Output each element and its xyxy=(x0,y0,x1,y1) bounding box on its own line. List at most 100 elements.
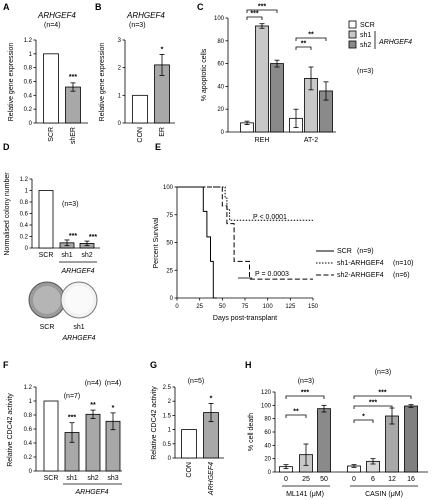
y-axis-label: Normalised colony number xyxy=(4,172,11,256)
x-category-label: sh1 xyxy=(61,252,72,259)
legend-swatch xyxy=(348,30,357,39)
significance-label: * xyxy=(112,405,115,412)
x-category-label: CON xyxy=(186,462,193,478)
significance-label: ** xyxy=(308,32,314,39)
y-tick-label: 1.5 xyxy=(163,413,172,419)
y-tick-label: 0.6 xyxy=(20,212,29,218)
survival-curve xyxy=(177,186,217,299)
bar xyxy=(255,25,269,133)
panel-letter-g: G xyxy=(150,360,157,370)
y-tick-label: 1 xyxy=(25,189,29,195)
photo-label: sh1 xyxy=(73,324,84,331)
significance-label: *** xyxy=(369,400,377,407)
significance-label: *** xyxy=(250,11,258,18)
bar xyxy=(38,190,54,249)
significance-label: ** xyxy=(301,41,307,48)
p-value-annotation: P = 0.0003 xyxy=(255,271,289,278)
significance-label: * xyxy=(210,395,213,402)
y-tick-label: 0.5 xyxy=(163,442,172,448)
significance-label: * xyxy=(362,414,365,421)
legend-entry: SCR xyxy=(337,248,352,255)
x-axis-label: Days post-transplant xyxy=(213,315,277,322)
y-axis-label: Percent Survival xyxy=(153,217,160,268)
y-tick-label: 40 xyxy=(264,443,271,449)
significance-label: ** xyxy=(90,402,96,409)
y-tick-label: 20 xyxy=(264,457,271,463)
chart-title: ARHGEF4 xyxy=(37,11,76,20)
significance-label: ** xyxy=(293,409,299,416)
significance-bracket xyxy=(246,16,263,20)
panel-letter-f: F xyxy=(3,360,9,370)
x-category-label: REH xyxy=(255,137,270,144)
sample-size-note: (n=4) xyxy=(85,380,102,387)
group-label: CASIN (μM) xyxy=(365,491,403,498)
sample-size-note: (n=3) xyxy=(129,22,146,29)
group-label: ML141 (μM) xyxy=(286,491,324,498)
legend-entry: sh1 xyxy=(360,32,371,39)
y-tick-label: 2.5 xyxy=(163,385,172,391)
x-category-label: sh3 xyxy=(107,475,118,482)
colony-plate-inner xyxy=(65,286,93,314)
x-category-label: 0 xyxy=(352,476,356,483)
y-axis-label: % apoptotic cells xyxy=(201,48,208,101)
photo-label: SCR xyxy=(40,324,55,331)
y-axis-label: Relative gene expression xyxy=(99,43,106,122)
significance-bracket xyxy=(285,395,325,399)
legend-sample-size: (n=9) xyxy=(357,248,374,255)
significance-bracket xyxy=(353,395,412,399)
significance-bracket xyxy=(246,9,278,13)
significance-bracket xyxy=(285,414,307,418)
y-tick-label: 80 xyxy=(264,417,271,423)
p-value-annotation: P < 0.0001 xyxy=(253,214,287,221)
y-tick-label: 0 xyxy=(25,246,29,252)
bar xyxy=(43,400,59,472)
y-tick-label: 100 xyxy=(214,16,225,22)
sample-size-note: (n=3) xyxy=(62,201,79,208)
y-tick-label: 60 xyxy=(264,430,271,436)
y-tick-label: 40 xyxy=(217,84,224,90)
y-tick-label: 0.2 xyxy=(24,455,33,461)
y-tick-label: 0.8 xyxy=(24,66,33,72)
y-tick-label: 1 xyxy=(168,428,172,434)
y-tick-label: 1 xyxy=(118,93,122,99)
legend-entry: sh2 xyxy=(360,42,371,49)
y-tick-label: 0 xyxy=(170,296,174,302)
x-tick-label: 150 xyxy=(308,304,319,310)
y-tick-label: 1.2 xyxy=(20,177,29,183)
x-category-label: CON xyxy=(137,127,144,143)
x-category-label: SCR xyxy=(48,127,55,142)
x-tick-label: 0 xyxy=(175,304,179,310)
panel-letter-c: C xyxy=(197,2,204,12)
y-tick-label: 0.6 xyxy=(24,80,33,86)
x-category-label: sh2 xyxy=(87,475,98,482)
y-tick-label: 0.4 xyxy=(24,441,33,447)
y-axis-label: Relative CDC42 activity xyxy=(7,393,14,467)
y-tick-label: 0.4 xyxy=(24,93,33,99)
x-category-label: 50 xyxy=(320,476,328,483)
bar xyxy=(65,86,81,124)
y-tick-label: 1 xyxy=(29,399,33,405)
x-tick-label: 75 xyxy=(242,304,249,310)
legend-entry: sh1-ARHGEF4 xyxy=(337,260,384,267)
y-tick-label: 75 xyxy=(166,213,173,219)
panel-letter-b: B xyxy=(95,2,102,12)
bar xyxy=(317,408,331,473)
significance-label: *** xyxy=(68,415,76,422)
significance-label: *** xyxy=(89,234,97,241)
legend-entry: SCR xyxy=(360,22,375,29)
legend-swatch xyxy=(348,40,357,49)
x-category-label: 6 xyxy=(371,476,375,483)
y-tick-label: 0 xyxy=(118,121,122,127)
survival-curve xyxy=(177,186,313,280)
y-tick-label: 1.2 xyxy=(24,385,33,391)
sample-size-note: (n=7) xyxy=(64,393,81,400)
y-tick-label: 60 xyxy=(217,62,224,68)
y-tick-label: 0 xyxy=(221,130,225,136)
significance-label: *** xyxy=(378,390,386,397)
legend-entry: sh2-ARHGEF4 xyxy=(337,272,384,279)
significance-bracket xyxy=(295,46,312,50)
x-category-label: shER xyxy=(70,127,77,144)
panel-letter-d: D xyxy=(3,142,10,152)
y-tick-label: 1.2 xyxy=(24,38,33,44)
legend-swatch xyxy=(348,20,357,29)
